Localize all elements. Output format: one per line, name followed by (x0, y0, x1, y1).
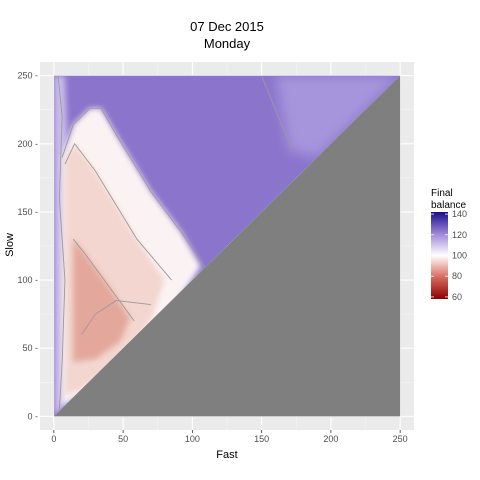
y-tick-label: 150 - (17, 207, 38, 217)
y-axis-title: Slow (4, 233, 16, 257)
x-tick-label: 50 (118, 434, 128, 444)
x-tick-label: 0 (51, 434, 56, 444)
x-tick-label: 200 (323, 434, 338, 444)
y-axis-ticks: 0 - 50 - 100 - 150 - 200 - 250 - (17, 71, 38, 422)
x-tick-label: 150 (254, 434, 269, 444)
y-tick-label: 100 - (17, 275, 38, 285)
legend-title-line1: Final (431, 188, 453, 199)
y-tick-label: 250 - (17, 71, 38, 81)
x-tick-label: 250 (393, 434, 408, 444)
legend-tick-label: 60 (452, 292, 462, 302)
y-tick-label: 50 - (22, 343, 38, 353)
y-tick-label: 0 - (27, 411, 38, 421)
legend-tick-label: 100 (452, 251, 467, 261)
x-tick-label: 100 (185, 434, 200, 444)
legend-tick-label: 140 (452, 209, 467, 219)
legend-tick-label: 120 (452, 230, 467, 240)
chart-subtitle: Monday (204, 36, 251, 51)
x-axis-ticks: 0 50 100 150 200 250 (51, 430, 407, 444)
chart-title: 07 Dec 2015 (190, 19, 264, 34)
legend-tick-label: 80 (452, 271, 462, 281)
x-axis-title: Fast (216, 449, 237, 461)
y-tick-label: 200 - (17, 139, 38, 149)
